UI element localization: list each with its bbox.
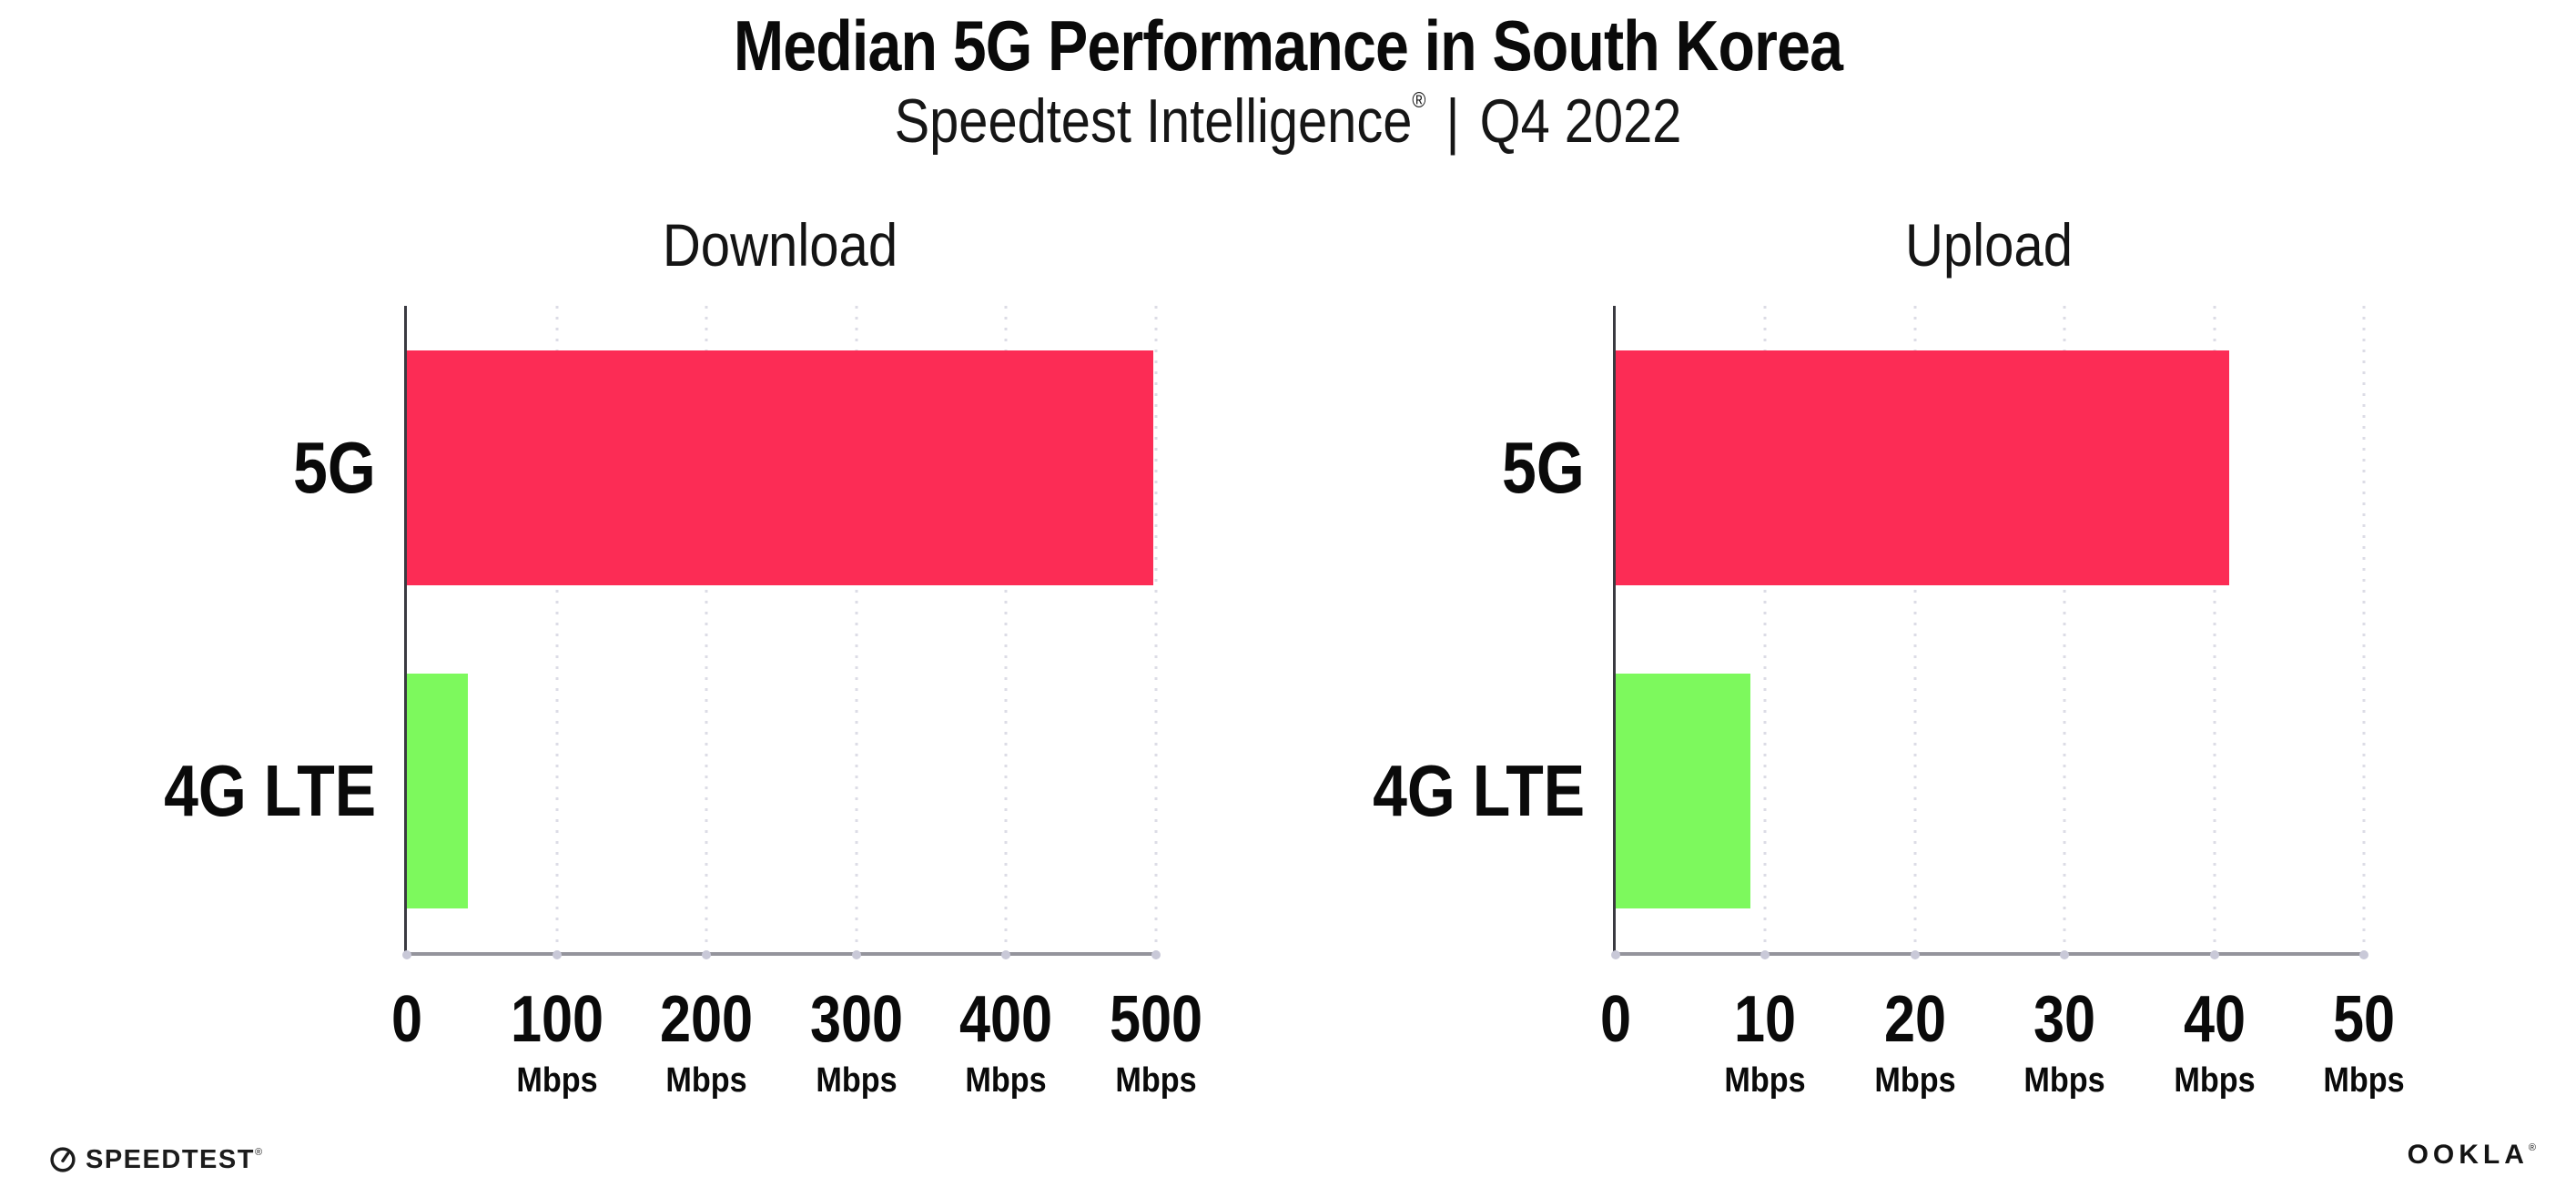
speedtest-logo: SPEEDTEST® — [49, 1140, 264, 1180]
x-tick-label-50-upload: 50 Mbps — [2318, 987, 2409, 1098]
tick-value: 50 — [2332, 983, 2396, 1056]
speedtest-registered-icon: ® — [254, 1146, 264, 1158]
category-label-4g-lte-download: 4G LTE — [164, 749, 376, 831]
gridline-100-download — [555, 306, 559, 952]
tick-unit-label: Mbps — [665, 1061, 747, 1100]
tick-unit-label: Mbps — [816, 1061, 898, 1100]
gridline-30-upload — [2063, 306, 2066, 952]
tick-unit-label: Mbps — [965, 1061, 1048, 1100]
bar-5g-upload — [1616, 350, 2230, 585]
speedtest-wordmark: SPEEDTEST — [86, 1144, 255, 1174]
tick-value: 40 — [2183, 983, 2246, 1056]
gridline-10-upload — [1763, 306, 1767, 952]
axis-tick-dot-500-download — [1151, 950, 1161, 959]
gridline-40-upload — [2213, 306, 2216, 952]
x-tick-label-0-upload: 0 — [1597, 987, 1634, 1052]
axis-tick-dot-30-upload — [2060, 950, 2070, 959]
upload-plot-area: 0 10 Mbps 20 Mbps 30 Mbps 40 Mbps 50 Mbps 5G 4G LTE — [1373, 306, 2405, 1098]
x-tick-label-30-upload: 30 Mbps — [2020, 987, 2110, 1098]
download-chart-panel: Download 0 100 Mbps 200 Mbps 300 Mbps 400 Mbps 50… — [164, 215, 1202, 1098]
x-tick-label-40-upload: 40 Mbps — [2169, 987, 2259, 1098]
x-tick-label-10-upload: 10 Mbps — [1720, 987, 1810, 1098]
category-label-5g-upload: 5G — [1502, 426, 1585, 508]
tick-unit-label: Mbps — [515, 1061, 598, 1100]
gridline-400-download — [1004, 306, 1008, 952]
bar-4g-lte-download — [407, 673, 469, 908]
subtitle-period: Q4 2022 — [1479, 86, 1682, 156]
tick-unit-label: Mbps — [2323, 1061, 2405, 1100]
tick-value: 0 — [390, 983, 423, 1056]
subtitle-separator: | — [1445, 86, 1460, 156]
axis-tick-dot-400-download — [1001, 950, 1011, 959]
axis-tick-dot-200-download — [702, 950, 712, 959]
gridline-20-upload — [1913, 306, 1917, 952]
tick-unit-label: Mbps — [1724, 1061, 1807, 1100]
category-label-4g-lte-upload: 4G LTE — [1373, 749, 1585, 831]
upload-chart-title: Upload — [1904, 211, 2073, 279]
speedtest-gauge-icon — [50, 1147, 76, 1172]
axis-tick-dot-100-download — [552, 950, 562, 959]
x-tick-label-500-download: 500 Mbps — [1101, 987, 1211, 1098]
upload-chart-panel: Upload 0 10 Mbps 20 Mbps 30 Mbps 40 Mbps 50 Mbps 5G… — [1373, 215, 2405, 1098]
speedtest-logo-text: SPEEDTEST® — [86, 1144, 264, 1174]
x-tick-label-20-upload: 20 Mbps — [1870, 987, 1960, 1098]
tick-unit-label: Mbps — [2173, 1061, 2256, 1100]
bar-4g-lte-upload — [1616, 673, 1750, 908]
tick-value: 20 — [1883, 983, 1946, 1056]
tick-unit-label: Mbps — [1115, 1061, 1197, 1100]
gridline-500-download — [1154, 306, 1158, 952]
tick-unit-label: Mbps — [2023, 1061, 2105, 1100]
registered-trademark-icon: ® — [1412, 87, 1426, 113]
category-label-5g-download: 5G — [293, 426, 376, 508]
ookla-registered-icon: ® — [2528, 1142, 2536, 1153]
tick-value: 100 — [510, 983, 603, 1056]
axis-tick-dot-0-upload — [1611, 950, 1620, 959]
tick-value: 500 — [1109, 983, 1203, 1056]
x-tick-label-400-download: 400 Mbps — [951, 987, 1060, 1098]
axis-tick-dot-40-upload — [2209, 950, 2219, 959]
axis-tick-dot-0-download — [402, 950, 411, 959]
header: Median 5G Performance in South Korea Spe… — [0, 5, 2576, 156]
tick-value: 200 — [660, 983, 754, 1056]
axis-tick-dot-50-upload — [2359, 950, 2368, 959]
subtitle-brand: Speedtest Intelligence — [894, 86, 1413, 156]
download-plot-area: 0 100 Mbps 200 Mbps 300 Mbps 400 Mbps 500 Mbps 5G 4G… — [164, 306, 1202, 1098]
gridline-300-download — [855, 306, 858, 952]
x-tick-label-200-download: 200 Mbps — [652, 987, 761, 1098]
x-tick-label-0-download: 0 — [389, 987, 425, 1052]
x-tick-label-300-download: 300 Mbps — [802, 987, 911, 1098]
tick-value: 10 — [1734, 983, 1797, 1056]
tick-value: 0 — [1599, 983, 1632, 1056]
ookla-wordmark: OOKLA — [2407, 1140, 2529, 1170]
tick-unit-label: Mbps — [1874, 1061, 1956, 1100]
page-title: Median 5G Performance in South Korea — [733, 5, 1843, 86]
tick-value: 300 — [809, 983, 903, 1056]
tick-value: 30 — [2033, 983, 2096, 1056]
bar-5g-download — [407, 350, 1153, 585]
download-chart-title: Download — [662, 211, 898, 279]
x-tick-label-100-download: 100 Mbps — [502, 987, 612, 1098]
gridline-200-download — [705, 306, 708, 952]
tick-value: 400 — [959, 983, 1053, 1056]
ookla-logo: OOKLA® — [2408, 1141, 2536, 1169]
gridline-50-upload — [2362, 306, 2366, 952]
axis-tick-dot-20-upload — [1910, 950, 1920, 959]
axis-tick-dot-10-upload — [1760, 950, 1770, 959]
subtitle: Speedtest Intelligence® | Q4 2022 — [193, 86, 2383, 156]
axis-tick-dot-300-download — [851, 950, 861, 959]
